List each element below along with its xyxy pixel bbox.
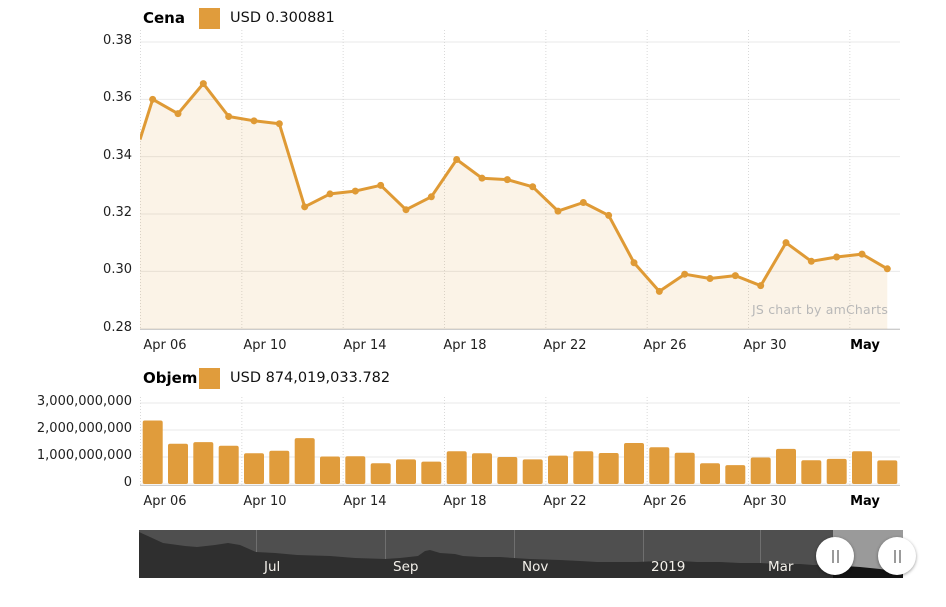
volume-legend-value: USD 874,019,033.782 [230,370,391,386]
volume-legend-title: Objem [143,369,198,387]
price-legend: Cena USD 0.300881 [143,6,335,30]
volume-x-tick-label: Apr 14 [343,494,387,509]
volume-plot-area[interactable] [140,397,900,487]
price-x-tick-label: Apr 06 [143,338,187,353]
navigator-month-label: Jul [264,559,281,575]
chart-scrollbar[interactable]: Jul Sep Nov 2019 Mar [139,530,903,578]
price-legend-value: USD 0.300881 [230,10,335,26]
price-plot-area[interactable] [140,30,900,330]
price-y-tick-label: 0.34 [103,147,132,163]
price-x-tick-label: May [850,338,880,353]
price-y-tick-label: 0.36 [103,90,132,106]
navigator-month-label: Sep [393,559,419,575]
price-y-tick-label: 0.38 [103,33,132,48]
price-legend-marker-icon[interactable] [199,7,220,29]
price-x-tick-label: Apr 14 [343,338,387,353]
scrollbar-left-handle[interactable] [816,537,854,575]
price-y-axis: 0.38 0.36 0.34 0.32 0.30 0.28 [0,30,132,335]
volume-y-tick-label: 0 [123,475,132,490]
price-x-tick-label: Apr 18 [443,338,487,353]
volume-y-tick-label: 2,000,000,000 [36,421,132,436]
volume-y-tick-label: 3,000,000,000 [36,394,132,409]
volume-y-tick-label: 1,000,000,000 [36,448,132,463]
price-x-tick-label: Apr 22 [543,338,587,353]
price-x-tick-label: Apr 10 [243,338,287,353]
volume-x-tick-label: Apr 18 [443,494,487,509]
price-x-axis: Apr 06 Apr 10 Apr 14 Apr 18 Apr 22 Apr 26 Apr … [140,338,900,356]
navigator-month-label: Nov [522,559,549,575]
volume-x-tick-label: Apr 06 [143,494,187,509]
volume-legend-marker-icon[interactable] [199,367,220,389]
volume-x-tick-label: Apr 30 [743,494,787,509]
price-y-tick-label: 0.28 [103,319,132,335]
price-y-tick-label: 0.32 [103,205,132,220]
volume-x-axis: Apr 06 Apr 10 Apr 14 Apr 18 Apr 22 Apr 26 Apr … [140,494,900,512]
amcharts-watermark: JS chart by amCharts [752,302,889,317]
navigator-month-label: 2019 [651,559,686,575]
price-y-tick-label: 0.30 [103,262,132,278]
price-x-tick-label: Apr 26 [643,338,687,353]
scrollbar-right-handle[interactable] [878,537,916,575]
price-legend-title: Cena [143,9,185,27]
volume-bar-chart[interactable] [140,397,900,487]
volume-y-axis: 3,000,000,000 2,000,000,000 1,000,000,000 0 [0,394,132,490]
volume-x-tick-label: Apr 10 [243,494,287,509]
volume-x-tick-label: Apr 26 [643,494,687,509]
price-x-tick-label: Apr 30 [743,338,787,353]
volume-x-tick-label: Apr 22 [543,494,587,509]
price-line-chart[interactable] [140,30,900,330]
navigator-month-label: Mar [768,559,794,575]
volume-legend: Objem USD 874,019,033.782 [143,366,390,390]
volume-x-tick-label: May [850,494,880,509]
